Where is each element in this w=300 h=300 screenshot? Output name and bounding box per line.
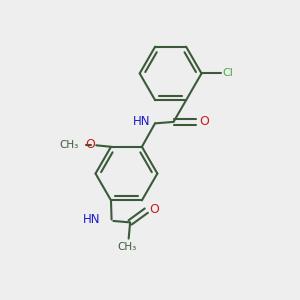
Text: CH₃: CH₃ <box>59 140 79 150</box>
Text: Cl: Cl <box>222 68 233 78</box>
Text: HN: HN <box>83 213 101 226</box>
Text: O: O <box>200 116 209 128</box>
Text: O: O <box>149 203 159 216</box>
Text: HN: HN <box>133 116 150 128</box>
Text: CH₃: CH₃ <box>118 242 137 252</box>
Text: O: O <box>85 138 95 151</box>
